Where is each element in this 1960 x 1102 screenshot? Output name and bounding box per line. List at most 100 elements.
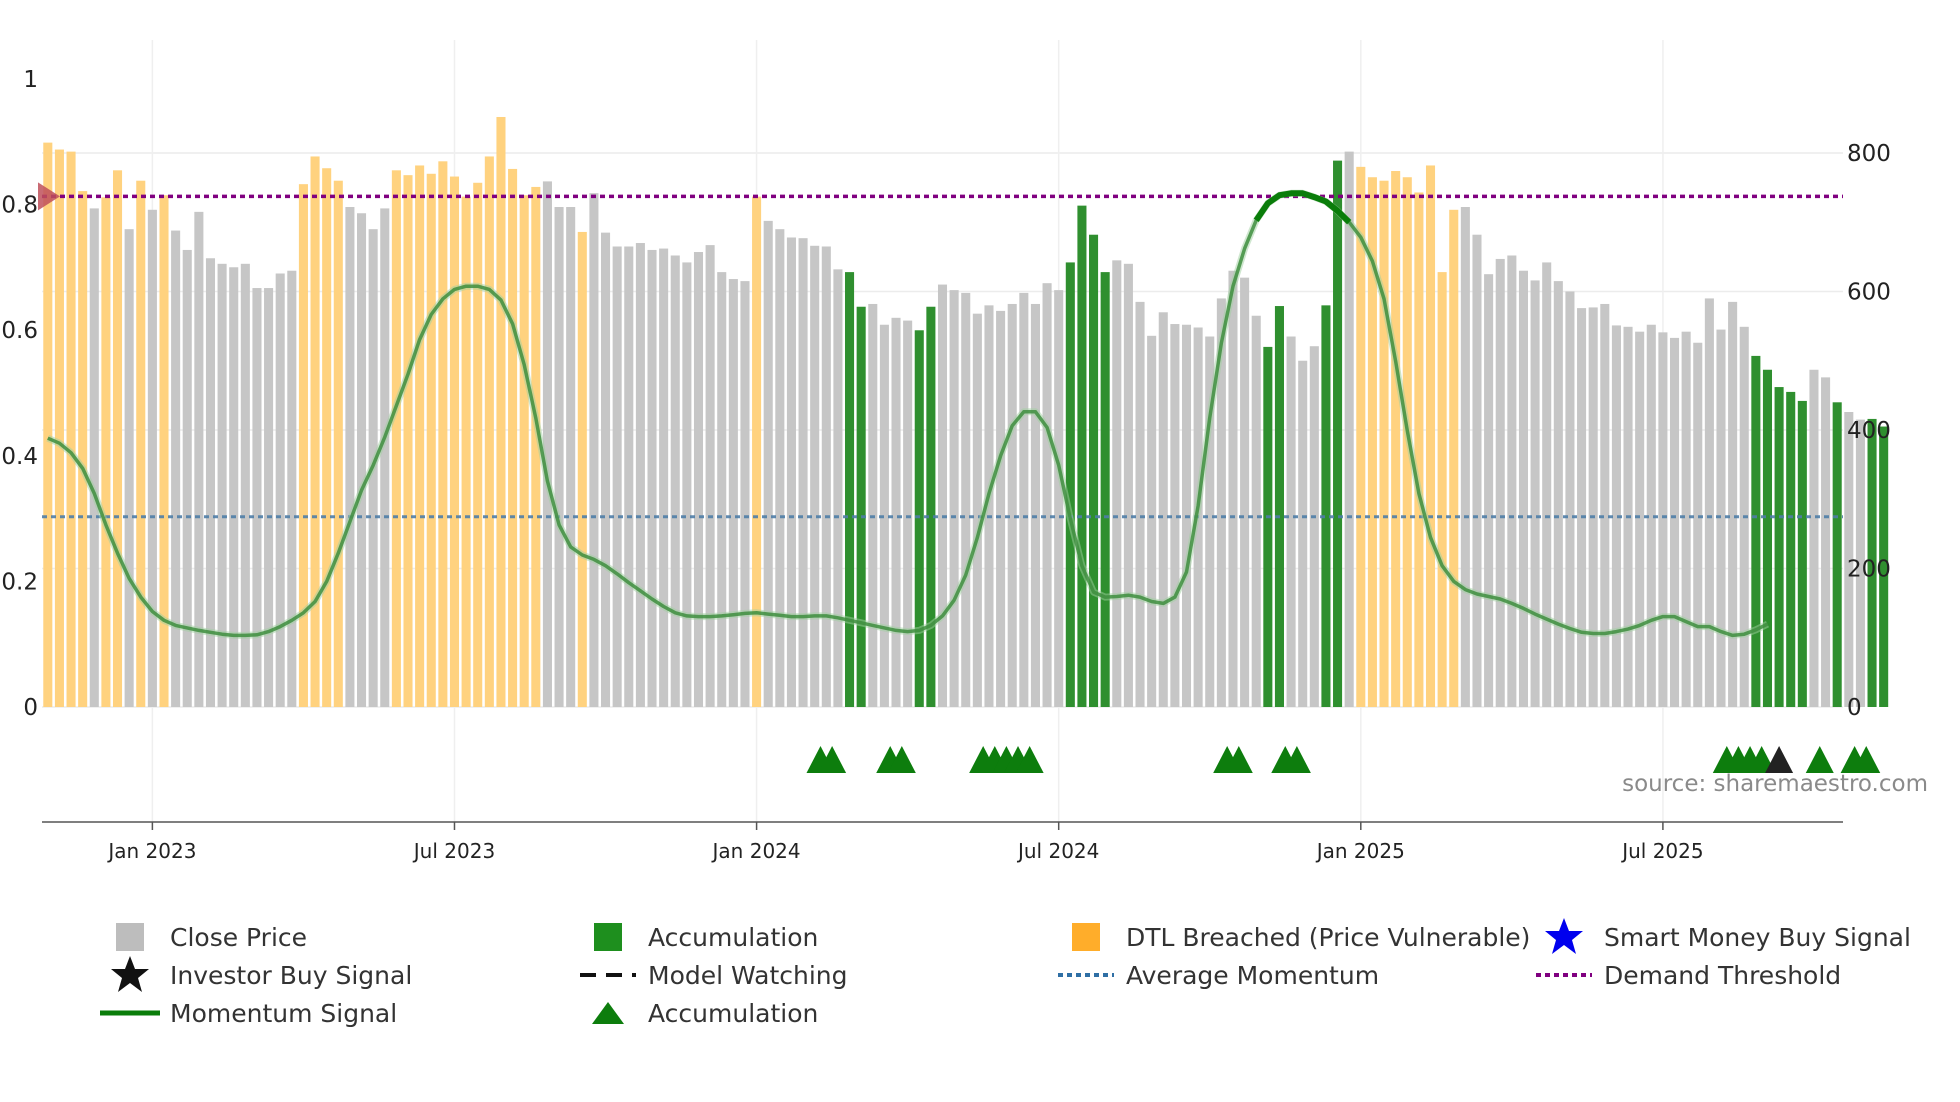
close-price-bar — [1542, 262, 1552, 707]
close-price-bar — [1286, 336, 1296, 707]
dtl-bar — [322, 168, 332, 708]
close-price-bar — [1030, 303, 1040, 707]
legend-item-investor-buy[interactable]: Investor Buy Signal — [100, 956, 412, 992]
dtl-bar — [112, 170, 123, 707]
y-left-tick-label: 1 — [23, 67, 38, 93]
y-left-tick-label: 0.2 — [1, 569, 38, 595]
legend-item-accumulation-bar[interactable]: Accumulation — [578, 920, 818, 954]
dtl-bar — [391, 170, 401, 707]
dtl-bar — [333, 180, 343, 707]
close-price-bar — [1716, 329, 1726, 707]
dtl-bar — [752, 196, 762, 707]
legend-label: Model Watching — [648, 960, 848, 990]
accumulation-bar — [1089, 234, 1099, 707]
legend-label: Demand Threshold — [1604, 960, 1842, 990]
dtl-bar — [298, 184, 308, 708]
close-price-bar — [1646, 324, 1656, 707]
legend-item-model-watching[interactable]: Model Watching — [578, 958, 848, 992]
close-price-bar — [1251, 315, 1261, 707]
close-price-bar — [217, 263, 227, 707]
legend-item-dtl-breached[interactable]: DTL Breached (Price Vulnerable) — [1056, 920, 1530, 954]
close-price-bar — [810, 245, 820, 708]
close-price-bar — [1344, 151, 1354, 708]
close-price-bar — [1611, 325, 1621, 707]
accumulation-bar — [856, 306, 866, 707]
x-tick-label: Jul 2023 — [412, 839, 495, 863]
x-tick-label: Jan 2023 — [106, 839, 196, 863]
close-price-bar — [1309, 346, 1319, 707]
accumulation-triangle-marker — [1224, 746, 1253, 773]
close-price-bar — [903, 320, 913, 707]
reference-lines — [42, 194, 1843, 519]
close-price-bar — [647, 249, 657, 707]
accumulation-bar — [1333, 160, 1343, 707]
close-price-bar — [182, 249, 192, 707]
legend-item-momentum-signal[interactable]: Momentum Signal — [100, 996, 397, 1030]
triangle-icon — [578, 996, 638, 1030]
dtl-square-icon — [1056, 920, 1116, 954]
close-price-bar — [89, 208, 99, 707]
close-price-bar — [240, 263, 250, 707]
legend-item-smart-money[interactable]: Smart Money Buy Signal — [1534, 918, 1911, 954]
close-price-bar — [833, 269, 843, 707]
dtl-bar — [1379, 180, 1389, 707]
dtl-bar — [531, 186, 541, 707]
accumulation-bar — [1832, 402, 1842, 707]
accumulation-triangle-marker — [1015, 746, 1044, 773]
close-price-bar — [682, 262, 692, 707]
legend-label: Smart Money Buy Signal — [1604, 922, 1911, 952]
x-tick-label: Jan 2024 — [711, 839, 801, 863]
close-price-bar — [345, 207, 355, 707]
close-price-bar — [601, 232, 611, 707]
close-price-bar — [589, 193, 599, 708]
dtl-bar — [508, 168, 518, 708]
close-price-bar — [1728, 301, 1738, 707]
close-price-bar — [1681, 331, 1691, 707]
accumulation-bar — [1751, 355, 1761, 707]
close-price-bar — [1507, 255, 1517, 708]
y-left-tick-label: 0.4 — [1, 444, 38, 470]
dtl-bar — [473, 182, 483, 708]
accumulation-bar — [1321, 305, 1331, 707]
dtl-bar — [461, 196, 471, 707]
dtl-bar — [101, 197, 111, 707]
accumulation-bar — [1774, 387, 1784, 707]
close-price-bar — [229, 267, 239, 707]
y-left-tick-label: 0.8 — [1, 193, 38, 219]
close-price-bar — [728, 279, 738, 707]
close-price-bar — [1228, 270, 1238, 707]
close-price-bar — [1135, 301, 1145, 707]
y-left-tick-label: 0 — [23, 695, 38, 721]
dtl-bar — [415, 165, 425, 708]
close-price-bar — [798, 238, 808, 708]
close-price-bar — [1298, 360, 1308, 707]
close-price-bar — [275, 273, 285, 707]
accumulation-triangle-marker — [818, 746, 847, 773]
close-price-bar — [1054, 290, 1064, 707]
close-price-bar — [1600, 303, 1610, 707]
close-price-bar — [1588, 307, 1598, 707]
accumulation-bar — [1065, 262, 1075, 707]
legend-item-average-momentum[interactable]: Average Momentum — [1056, 958, 1379, 992]
dtl-bar — [159, 195, 169, 707]
close-price-bar — [380, 208, 390, 707]
momentum-signal-group — [46, 189, 1770, 639]
close-price-bar — [554, 207, 564, 707]
x-tick-label: Jul 2024 — [1016, 839, 1099, 863]
legend-item-close-price[interactable]: Close Price — [100, 920, 307, 954]
dtl-bar — [1356, 166, 1366, 708]
threshold-marker-group — [38, 182, 60, 211]
close-price-bar — [693, 252, 704, 707]
close-price-bar — [635, 243, 645, 707]
close-price-bar — [786, 237, 796, 708]
legend-item-demand-threshold[interactable]: Demand Threshold — [1534, 958, 1841, 992]
legend-item-accumulation-marker[interactable]: Accumulation — [578, 996, 818, 1030]
close-price-bar — [1112, 260, 1122, 707]
close-price-bar — [1007, 303, 1017, 707]
close-price-bar — [763, 220, 773, 708]
close-price-bar — [205, 258, 216, 707]
dotted-line-icon — [1056, 958, 1116, 992]
close-price-bar — [1565, 291, 1575, 707]
accumulation-triangle-marker — [1282, 746, 1311, 773]
legend-label: Accumulation — [648, 998, 819, 1028]
